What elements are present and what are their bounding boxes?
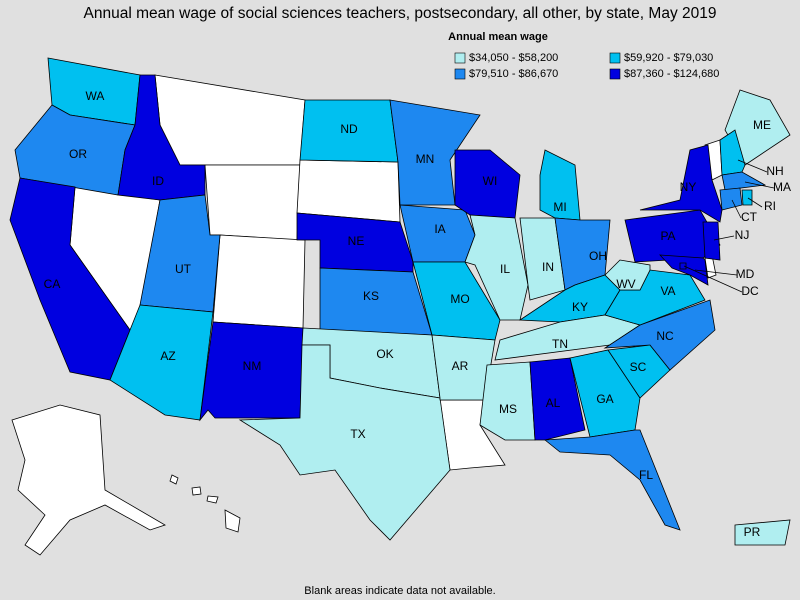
state-label: OK bbox=[376, 347, 393, 361]
leader-line bbox=[744, 181, 775, 189]
state-shape bbox=[719, 187, 743, 211]
state-shape bbox=[719, 129, 746, 176]
state-shape bbox=[296, 159, 401, 223]
states: WA OR CA ID UT AZ NM ND NE KS OK TX MN IA MO AR WI IL IN MI… bbox=[9, 57, 791, 546]
state-label: MN bbox=[416, 152, 435, 166]
legend-title: Annual mean wage bbox=[448, 31, 548, 43]
legend-swatch bbox=[454, 68, 466, 80]
state-shape bbox=[412, 261, 501, 341]
state-shape bbox=[224, 509, 241, 533]
state-label: KS bbox=[363, 289, 379, 303]
state-label: NY bbox=[680, 180, 697, 194]
state-label: AL bbox=[546, 396, 561, 410]
state-label: WI bbox=[483, 174, 498, 188]
state-shape bbox=[464, 214, 529, 321]
state-label: UT bbox=[175, 262, 192, 276]
state-shape bbox=[679, 262, 687, 270]
state-label: SC bbox=[630, 360, 647, 374]
leader-line bbox=[731, 199, 742, 219]
state-label: WA bbox=[86, 89, 105, 103]
state-label: WV bbox=[616, 277, 635, 291]
leader-line bbox=[737, 159, 768, 173]
state-label: NC bbox=[656, 329, 674, 343]
legend-swatch bbox=[609, 68, 621, 80]
state-label: TX bbox=[350, 427, 365, 441]
map-title: Annual mean wage of social sciences teac… bbox=[84, 5, 717, 22]
state-label: NM bbox=[243, 359, 262, 373]
state-label: IA bbox=[434, 222, 445, 236]
state-shape bbox=[169, 474, 179, 485]
state-label: OH bbox=[589, 249, 607, 263]
state-label: IN bbox=[542, 260, 554, 274]
state-label: MS bbox=[499, 402, 517, 416]
state-label: CT bbox=[741, 210, 758, 224]
state-shape bbox=[204, 164, 301, 241]
state-shape bbox=[154, 74, 306, 166]
state-shape bbox=[206, 495, 219, 504]
state-label: GA bbox=[596, 392, 613, 406]
state-shape bbox=[212, 234, 306, 329]
state-shape bbox=[659, 254, 709, 286]
state-label: ND bbox=[340, 122, 358, 136]
state-shape bbox=[109, 304, 214, 421]
state-label: MD bbox=[736, 267, 755, 281]
state-label: DC bbox=[741, 284, 759, 298]
state-label: NE bbox=[348, 234, 365, 248]
state-label: ME bbox=[753, 118, 771, 132]
state-label: PR bbox=[744, 525, 761, 539]
footnote: Blank areas indicate data not available. bbox=[304, 585, 495, 597]
legend-label: $87,360 - $124,680 bbox=[624, 68, 719, 80]
state-shape bbox=[721, 171, 767, 191]
state-label: AZ bbox=[160, 349, 175, 363]
legend: $34,050 - $58,200 $59,920 - $79,030 $79,51… bbox=[454, 52, 719, 80]
state-label: VA bbox=[660, 284, 675, 298]
state-label: NJ bbox=[735, 228, 750, 242]
legend-label: $59,920 - $79,030 bbox=[624, 52, 713, 64]
state-shape bbox=[734, 519, 791, 546]
state-label: MA bbox=[773, 180, 791, 194]
state-shape bbox=[702, 221, 721, 261]
state-label: FL bbox=[639, 468, 653, 482]
state-shape bbox=[529, 357, 586, 441]
state-shape bbox=[543, 429, 681, 531]
state-shape bbox=[639, 144, 723, 223]
state-label: PA bbox=[660, 229, 675, 243]
state-label: OR bbox=[69, 147, 87, 161]
state-shape bbox=[191, 486, 202, 496]
legend-label: $34,050 - $58,200 bbox=[469, 52, 558, 64]
leader-line bbox=[683, 265, 743, 293]
legend-label: $79,510 - $86,670 bbox=[469, 68, 558, 80]
state-shape bbox=[11, 404, 166, 556]
state-label: IL bbox=[500, 262, 510, 276]
state-shape bbox=[479, 361, 536, 441]
state-label: AR bbox=[452, 359, 469, 373]
state-shape bbox=[519, 217, 566, 301]
state-label: ID bbox=[152, 174, 164, 188]
state-label: MI bbox=[553, 200, 566, 214]
legend-swatch bbox=[454, 52, 466, 64]
state-label: CA bbox=[44, 277, 61, 291]
state-label: NH bbox=[766, 164, 783, 178]
state-label: RI bbox=[764, 199, 776, 213]
state-shape bbox=[431, 334, 496, 401]
state-label: TN bbox=[552, 337, 568, 351]
state-label: KY bbox=[572, 300, 588, 314]
leader-line bbox=[694, 269, 738, 276]
state-shape bbox=[741, 189, 753, 206]
leader-line bbox=[747, 197, 763, 208]
legend-swatch bbox=[609, 52, 621, 64]
state-shape bbox=[604, 259, 651, 291]
leader-line bbox=[713, 235, 735, 241]
state-label: MO bbox=[450, 292, 469, 306]
state-shape bbox=[238, 344, 451, 541]
